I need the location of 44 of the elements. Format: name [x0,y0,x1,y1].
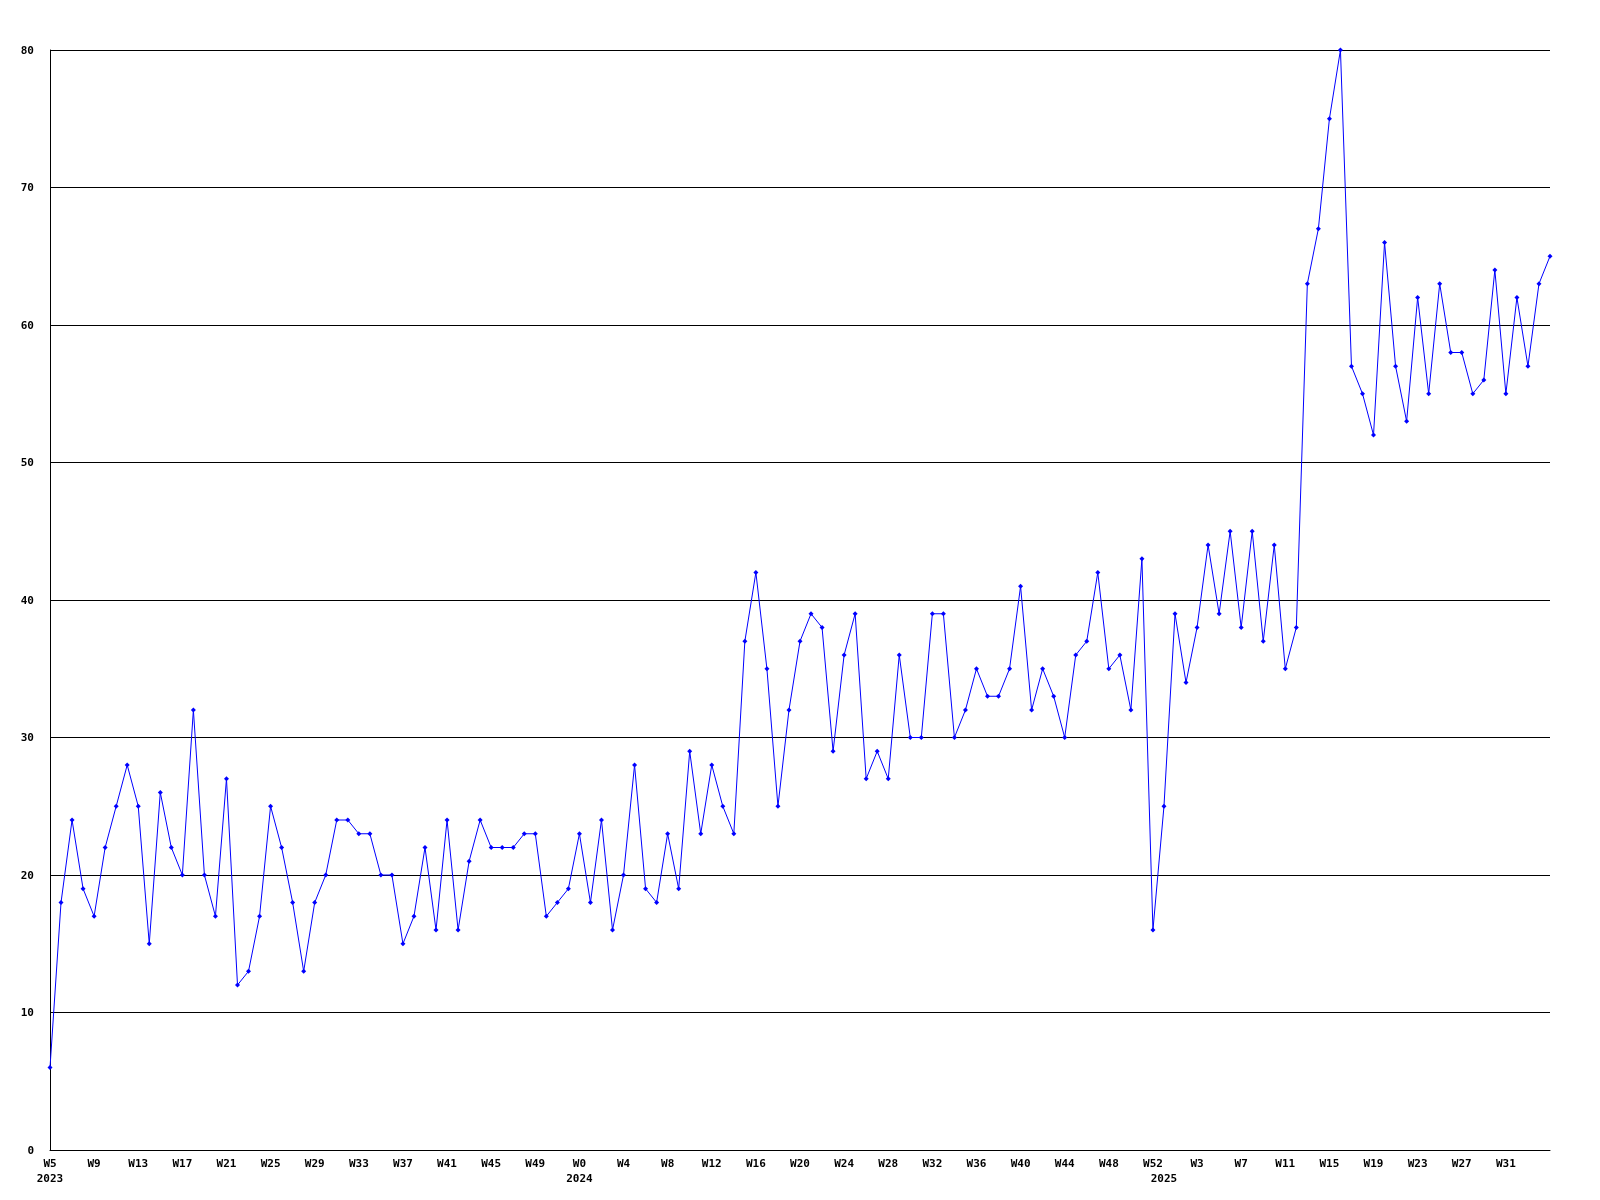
x-tick-label: W11 [1275,1157,1296,1170]
x-tick-label: W13 [128,1157,149,1170]
x-tick-label: W29 [304,1157,325,1170]
x-tick-label: W23 [1407,1157,1428,1170]
x-tick-label: W16 [745,1157,767,1170]
x-tick-label: W25 [260,1157,281,1170]
y-tick-label: 80 [20,43,34,57]
x-tick-label: W27 [1451,1157,1472,1170]
x-tick-label: W20 [790,1157,810,1170]
y-tick-label: 20 [20,868,34,882]
x-tick-label: W36 [966,1157,987,1170]
x-tick-label: W33 [348,1157,369,1170]
x-tick-label: W37 [393,1157,413,1170]
x-tick-label: W52 [1143,1157,1163,1170]
x-tick-label: W12 [701,1157,722,1170]
x-tick-label: W19 [1363,1157,1384,1170]
y-tick-label: 0 [27,1143,34,1157]
x-tick-label: W3 [1190,1157,1204,1170]
y-tick-label: 70 [20,181,34,194]
y-tick-label: 50 [20,456,34,469]
x-tick-label: W45 [481,1157,502,1170]
x-tick-label: W28 [878,1157,899,1170]
x-tick-label: W4 [616,1157,631,1170]
y-tick-label: 60 [20,318,34,332]
x-tick-label: W5 2023 [36,1157,64,1185]
x-tick-label: W32 [922,1157,943,1170]
x-tick-label: W40 [1010,1157,1031,1170]
x-tick-label: W7 [1234,1157,1248,1170]
x-tick-label: W31 [1495,1157,1517,1170]
x-tick-label: W17 [172,1157,193,1170]
x-tick-label: W0 2024 [566,1157,594,1185]
x-tick-label: W8 [661,1157,675,1170]
x-tick-label: W21 [216,1157,237,1170]
x-tick-label: W49 [525,1157,546,1170]
x-tick-label: 2025 [1150,1172,1178,1185]
x-tick-label: W15 [1319,1157,1340,1170]
x-tick-label: W48 [1098,1157,1119,1170]
y-tick-label: 30 [20,731,34,744]
x-tick-label: W24 [834,1157,855,1170]
y-tick-label: 10 [20,1006,34,1019]
x-tick-label: W9 [87,1157,101,1170]
x-tick-label: W41 [437,1157,458,1170]
x-tick-label: W44 [1054,1157,1076,1170]
y-tick-label: 40 [20,593,34,607]
